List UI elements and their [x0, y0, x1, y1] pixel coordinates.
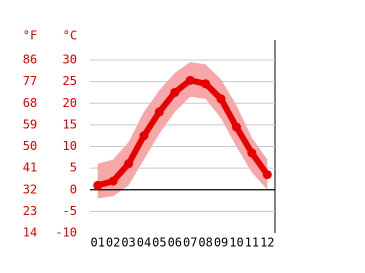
x-tick-label: 11 — [245, 236, 259, 250]
x-tick-label: 02 — [106, 236, 120, 250]
x-tick-label: 09 — [214, 236, 228, 250]
y2-tick-label: 77 — [23, 74, 37, 88]
mean-point — [201, 79, 211, 89]
mean-point — [124, 159, 134, 169]
x-tick-label: 08 — [198, 236, 212, 250]
x-tick-label: 03 — [121, 236, 135, 250]
y2-tick-label: 14 — [23, 226, 37, 240]
mean-point — [231, 122, 241, 132]
y2-tick-label: 50 — [23, 139, 37, 153]
mean-point — [139, 131, 149, 141]
y2-unit: °F — [23, 29, 37, 43]
y2-tick-label: 86 — [23, 53, 37, 67]
mean-point — [216, 94, 226, 104]
mean-point — [170, 87, 180, 97]
y2-tick-label: 32 — [23, 182, 37, 196]
mean-point — [247, 148, 257, 158]
mean-point — [185, 75, 195, 85]
mean-point — [262, 170, 272, 180]
mean-point — [154, 107, 164, 117]
x-tick-label: 12 — [260, 236, 274, 250]
mean-point — [108, 176, 118, 186]
x-tick-label: 07 — [183, 236, 197, 250]
x-tick-label: 01 — [90, 236, 104, 250]
y2-tick-label: 23 — [23, 204, 37, 218]
y-unit: °C — [63, 29, 77, 43]
x-tick-label: 04 — [137, 236, 151, 250]
range-band — [97, 62, 268, 199]
y-tick-label: 25 — [63, 74, 77, 88]
y-tick-label: 30 — [63, 53, 77, 67]
mean-point — [93, 180, 103, 190]
y-tick-label: 0 — [70, 182, 77, 196]
y-tick-label: 20 — [63, 96, 77, 110]
y-tick-label: 5 — [70, 161, 77, 175]
x-tick-label: 10 — [229, 236, 243, 250]
x-tick-label: 06 — [168, 236, 182, 250]
y-tick-label: -5 — [63, 204, 77, 218]
y2-tick-label: 68 — [23, 96, 37, 110]
y-tick-label: -10 — [55, 226, 77, 240]
y-tick-label: 15 — [63, 117, 77, 131]
y2-tick-label: 59 — [23, 117, 37, 131]
x-tick-label: 05 — [152, 236, 166, 250]
y2-tick-label: 41 — [23, 161, 37, 175]
y-tick-label: 10 — [63, 139, 77, 153]
